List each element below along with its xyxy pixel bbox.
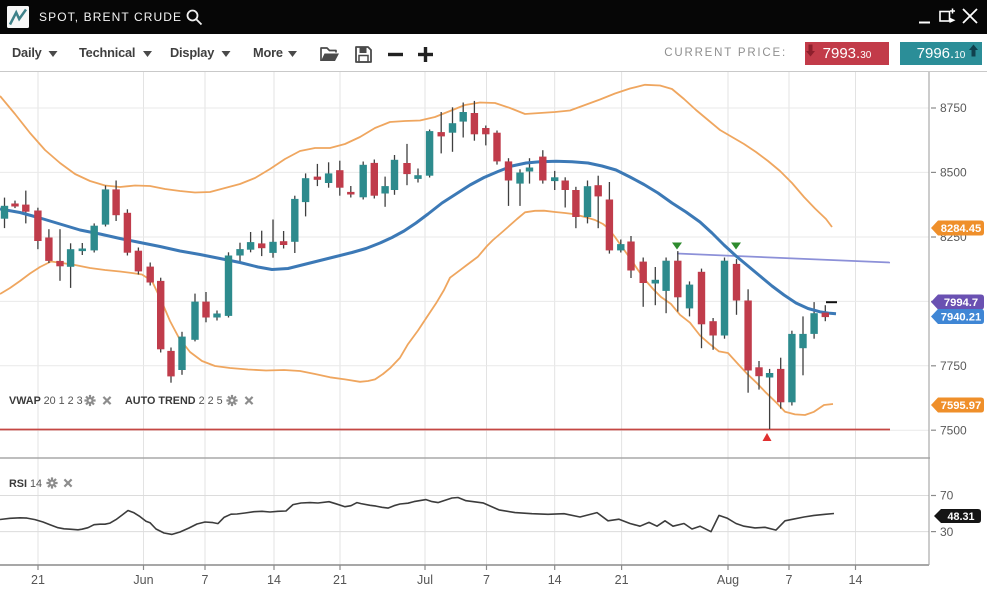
svg-text:7: 7 xyxy=(786,573,793,587)
svg-text:8500: 8500 xyxy=(940,166,967,180)
svg-text:7994.7: 7994.7 xyxy=(944,297,978,309)
svg-text:8750: 8750 xyxy=(940,101,967,115)
svg-text:21: 21 xyxy=(615,573,629,587)
svg-text:7595.97: 7595.97 xyxy=(941,400,981,412)
svg-text:14: 14 xyxy=(548,573,562,587)
svg-text:21: 21 xyxy=(31,573,45,587)
svg-text:7500: 7500 xyxy=(940,423,967,437)
svg-text:70: 70 xyxy=(940,489,954,503)
svg-text:Jun: Jun xyxy=(133,573,153,587)
svg-text:AUTO TREND 2 2 5: AUTO TREND 2 2 5 xyxy=(125,395,223,407)
svg-text:7: 7 xyxy=(483,573,490,587)
svg-text:Aug: Aug xyxy=(717,573,739,587)
svg-text:Jul: Jul xyxy=(417,573,433,587)
svg-text:30: 30 xyxy=(940,525,954,539)
svg-text:RSI 14: RSI 14 xyxy=(9,478,42,490)
svg-text:14: 14 xyxy=(267,573,281,587)
svg-text:14: 14 xyxy=(849,573,863,587)
svg-text:7: 7 xyxy=(202,573,209,587)
svg-text:7750: 7750 xyxy=(940,359,967,373)
svg-text:7940.21: 7940.21 xyxy=(941,312,981,324)
svg-text:48.31: 48.31 xyxy=(947,511,974,523)
svg-text:8284.45: 8284.45 xyxy=(941,223,981,235)
svg-text:21: 21 xyxy=(333,573,347,587)
svg-text:VWAP 20 1 2 3: VWAP 20 1 2 3 xyxy=(9,395,83,407)
